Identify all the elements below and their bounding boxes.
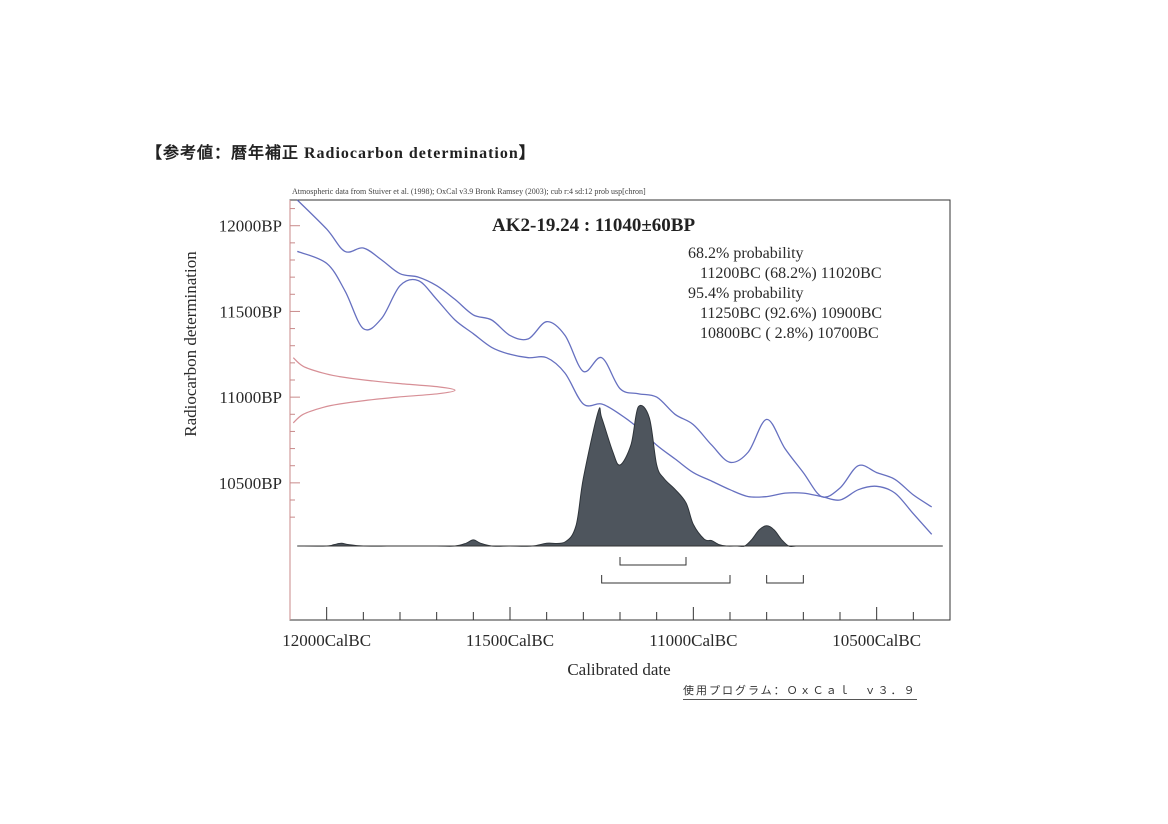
page-heading: 【参考値：暦年補正 Radiocarbon determination】 xyxy=(146,145,536,162)
y-tick-label: 11500BP xyxy=(219,302,282,321)
calibration-curve-upper xyxy=(296,199,933,508)
probability-line: 11250BC (92.6%) 10900BC xyxy=(700,305,882,322)
measurement-curve xyxy=(292,357,456,424)
probability-line: 10800BC ( 2.8%) 10700BC xyxy=(700,325,879,342)
range-68-bracket xyxy=(619,557,687,566)
range-brackets xyxy=(601,557,804,584)
x-tick-label: 11500CalBC xyxy=(466,631,554,650)
probability-text-block: 68.2% probability 11200BC (68.2%) 11020BC… xyxy=(688,245,882,342)
y-axis-ticks: 12000BP 11500BP 11000BP 10500BP xyxy=(219,208,300,518)
calibration-curve-lower xyxy=(297,250,933,535)
y-axis-title: Radiocarbon determination xyxy=(181,251,200,437)
probability-line: 11200BC (68.2%) 11020BC xyxy=(700,265,881,282)
y-tick-label: 11000BP xyxy=(219,388,282,407)
range-95-bracket xyxy=(766,575,804,584)
chart-note: Atmospheric data from Stuiver et al. (19… xyxy=(292,187,646,196)
range-95-bracket xyxy=(601,575,731,584)
y-tick-label: 12000BP xyxy=(219,217,282,236)
probability-line: 68.2% probability xyxy=(688,245,804,262)
x-tick-label: 11000CalBC xyxy=(649,631,737,650)
program-label: 使用プログラム：ＯｘＣａｌ ｖ３．９ xyxy=(683,682,917,700)
chart-title: AK2-19.24 : 11040±60BP xyxy=(492,215,695,236)
calibrated-distribution xyxy=(297,404,943,547)
x-tick-label: 10500CalBC xyxy=(832,631,921,650)
y-tick-label: 10500BP xyxy=(219,474,282,493)
probability-line: 95.4% probability xyxy=(688,285,804,302)
x-axis-ticks: 12000CalBC 11500CalBC 11000CalBC 10500CalBC xyxy=(282,607,921,650)
x-tick-label: 12000CalBC xyxy=(282,631,371,650)
x-axis-title: Calibrated date xyxy=(567,660,670,679)
